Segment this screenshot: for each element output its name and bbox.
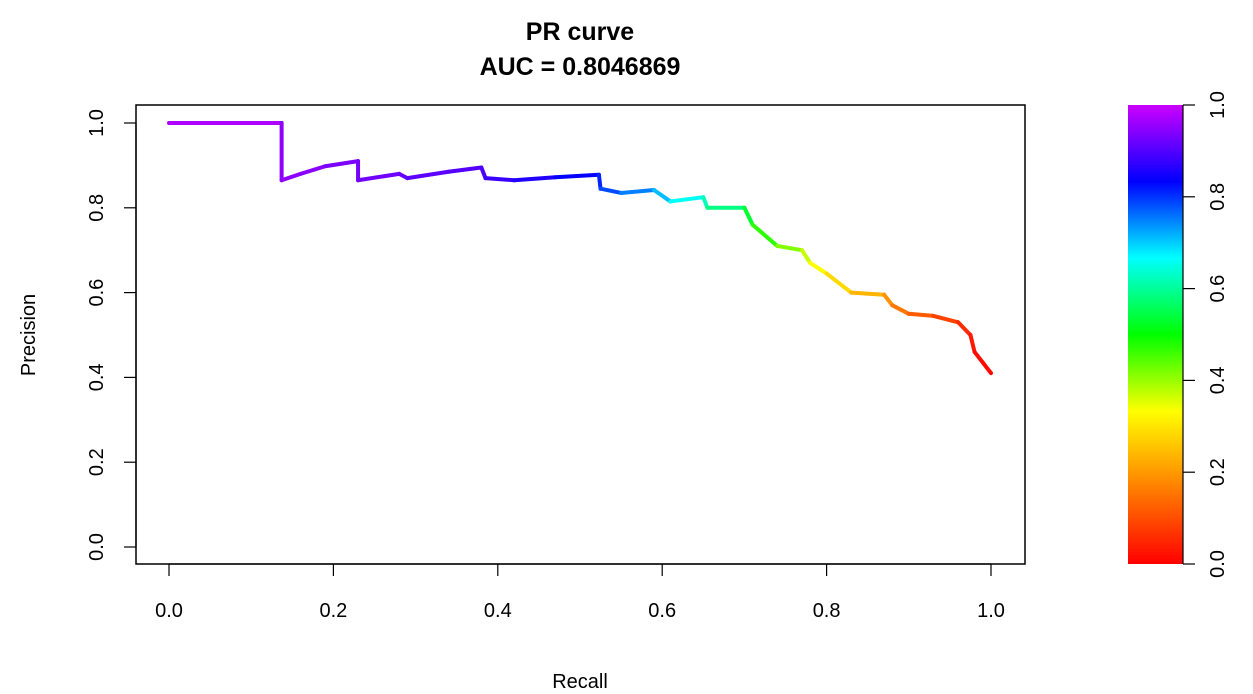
- curve-segment: [849, 290, 887, 297]
- x-tick-label: 0.4: [484, 600, 512, 622]
- curve-segment: [742, 205, 755, 227]
- colorbar-axis: 0.0 0.2 0.4 0.6 0.8 1.0: [1182, 91, 1229, 578]
- y-tick-label: 1.0: [86, 109, 108, 137]
- curve-segment: [298, 164, 328, 176]
- y-tick-label: 0.8: [86, 194, 108, 222]
- curve-segment: [824, 271, 854, 295]
- x-axis-label: Recall: [552, 671, 608, 693]
- curve-segment: [750, 222, 780, 248]
- colorbar-tick-label: 1.0: [1207, 91, 1229, 119]
- x-tick-label: 1.0: [977, 600, 1005, 622]
- colorbar: [1128, 105, 1183, 564]
- curve-segment: [799, 248, 813, 265]
- x-tick-label: 0.6: [648, 600, 676, 622]
- y-axis-label: Precision: [18, 294, 40, 376]
- curve-segment: [405, 169, 451, 181]
- y-tick-label: 0.2: [86, 448, 108, 476]
- curve-segment: [323, 159, 361, 169]
- pr-curve-series: [167, 121, 993, 376]
- curve-segment: [596, 172, 603, 191]
- curve-segment: [668, 195, 706, 204]
- curve-segment: [279, 171, 303, 183]
- x-tick-label: 0.2: [319, 600, 347, 622]
- colorbar-tick-label: 0.4: [1207, 366, 1229, 394]
- curve-segment: [651, 187, 673, 204]
- x-tick-label: 0.0: [155, 600, 183, 622]
- colorbar-tick-label: 0.6: [1207, 275, 1229, 303]
- curve-segment: [619, 187, 656, 195]
- colorbar-tick-label: 0.8: [1207, 183, 1229, 211]
- curve-segment: [553, 172, 601, 180]
- curve-segment: [956, 320, 973, 337]
- curve-segment: [972, 349, 993, 376]
- curve-segment: [775, 243, 804, 253]
- y-axis: 0.0 0.2 0.4 0.6 0.8 1.0: [86, 109, 137, 561]
- y-tick-label: 0.0: [86, 533, 108, 561]
- curve-segment: [968, 333, 977, 354]
- curve-segment: [882, 292, 895, 308]
- colorbar-tick-label: 0.2: [1207, 458, 1229, 486]
- curve-segment: [890, 303, 911, 316]
- curve-segment: [356, 171, 402, 183]
- x-axis: 0.0 0.2 0.4 0.6 0.8 1.0: [155, 563, 1005, 622]
- curve-segment: [931, 313, 961, 325]
- colorbar-tick-label: 0.0: [1207, 550, 1229, 578]
- y-tick-label: 0.6: [86, 279, 108, 307]
- curve-segment: [808, 260, 829, 276]
- y-tick-label: 0.4: [86, 363, 108, 391]
- curve-segment: [598, 186, 624, 195]
- chart-title: PR curve: [526, 18, 634, 46]
- curve-segment: [906, 311, 936, 318]
- x-tick-label: 0.8: [813, 600, 841, 622]
- chart-subtitle: AUC = 0.8046869: [480, 53, 681, 81]
- curve-segment: [483, 176, 517, 183]
- curve-segment: [512, 175, 558, 183]
- curve-segment: [446, 165, 484, 174]
